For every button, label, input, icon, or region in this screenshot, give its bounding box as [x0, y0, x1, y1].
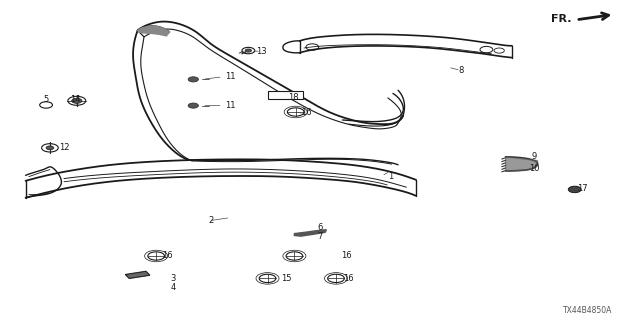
Text: 2: 2 — [209, 216, 214, 225]
Text: 3: 3 — [170, 274, 175, 283]
Circle shape — [72, 98, 82, 103]
Circle shape — [188, 103, 198, 108]
Polygon shape — [125, 271, 150, 278]
Text: 9: 9 — [532, 152, 537, 161]
Text: 15: 15 — [282, 274, 292, 283]
Text: 17: 17 — [577, 184, 588, 193]
FancyArrowPatch shape — [191, 78, 192, 79]
Circle shape — [46, 146, 54, 150]
Text: 1: 1 — [388, 172, 393, 180]
Text: 8: 8 — [458, 66, 463, 75]
Text: 16: 16 — [344, 274, 354, 283]
Text: 12: 12 — [59, 143, 69, 152]
Text: 16: 16 — [301, 108, 311, 116]
Polygon shape — [506, 157, 538, 171]
Text: 16: 16 — [163, 252, 173, 260]
Polygon shape — [138, 26, 170, 36]
Text: 4: 4 — [170, 284, 175, 292]
FancyBboxPatch shape — [268, 91, 303, 99]
Circle shape — [568, 186, 581, 193]
Circle shape — [245, 49, 252, 52]
FancyArrowPatch shape — [191, 104, 192, 106]
Text: 6: 6 — [317, 223, 323, 232]
Text: 18: 18 — [288, 93, 298, 102]
Text: 14: 14 — [70, 95, 81, 104]
Polygon shape — [294, 230, 326, 236]
Text: 7: 7 — [317, 232, 323, 241]
Text: 5: 5 — [44, 95, 49, 104]
Text: 16: 16 — [342, 252, 352, 260]
Text: 11: 11 — [225, 72, 236, 81]
Text: 10: 10 — [529, 164, 540, 172]
Text: 11: 11 — [225, 101, 236, 110]
Circle shape — [188, 77, 198, 82]
Text: 13: 13 — [256, 47, 266, 56]
Text: FR.: FR. — [551, 13, 572, 24]
Text: TX44B4850A: TX44B4850A — [563, 306, 612, 315]
